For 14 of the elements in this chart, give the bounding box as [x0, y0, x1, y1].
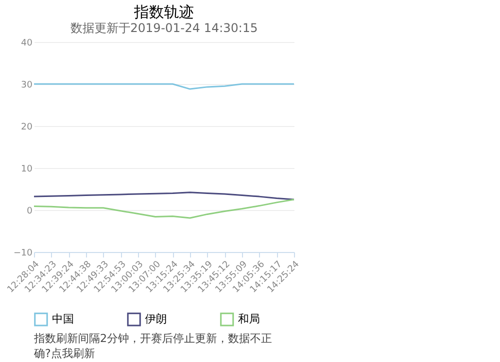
line-series	[33, 198, 295, 219]
chart-subtitle: 数据更新于2019-01-24 14:30:15	[70, 21, 258, 35]
legend-label: 和局	[238, 312, 260, 326]
line-series	[33, 192, 295, 200]
y-tick-label: 0	[26, 206, 33, 216]
y-tick-label: 10	[21, 164, 33, 174]
y-tick-label: 30	[21, 80, 33, 90]
y-tick-label: −10	[14, 248, 33, 258]
y-tick-label: 40	[21, 38, 33, 48]
y-tick-label: 20	[21, 122, 33, 132]
chart-title: 指数轨迹	[133, 3, 194, 21]
text: 指数刷新间隔2分钟，开赛后停止更新，数据不正确?点我刷新	[33, 332, 272, 360]
legend-label: 中国	[52, 312, 74, 326]
legend-label: 伊朗	[145, 312, 167, 326]
